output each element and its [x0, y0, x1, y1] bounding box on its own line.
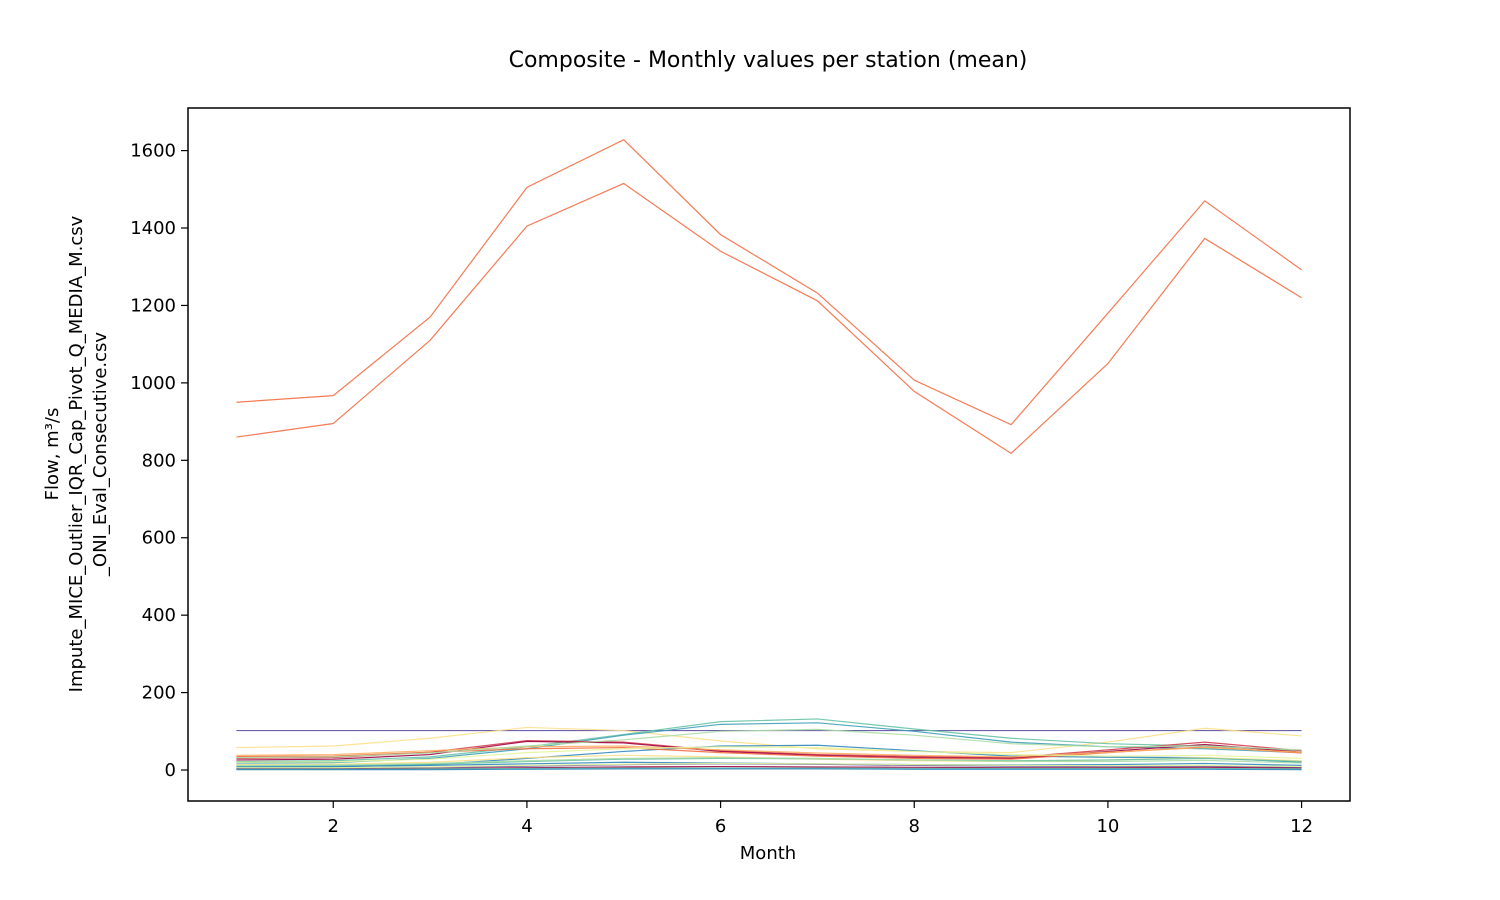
y-axis-ticks: 0 200 400 600 800 1000 1200 1400 1600 — [130, 141, 188, 781]
y-tick-label: 200 — [142, 683, 176, 704]
y-tick-label: 1600 — [130, 141, 176, 162]
series-line-13 — [236, 746, 1302, 763]
series-line-12 — [236, 728, 1302, 759]
y-axis-label: Flow, m³/s Impute_MICE_Outlier_IQR_Cap_P… — [42, 215, 111, 692]
series-line-2 — [236, 182, 1302, 455]
y-tick-label: 1400 — [130, 218, 176, 239]
chart-title: Composite - Monthly values per station (… — [509, 48, 1028, 73]
plot-lines — [236, 139, 1302, 771]
y-axis-label-line-2: Impute_MICE_Outlier_IQR_Cap_Pivot_Q_MEDI… — [66, 215, 87, 692]
series-line-20 — [236, 762, 1302, 769]
x-tick-label: 8 — [909, 816, 920, 837]
series-line-9 — [236, 740, 1302, 761]
series-line-6 — [236, 718, 1302, 763]
series-line-21 — [236, 767, 1302, 770]
x-tick-label: 4 — [521, 816, 532, 837]
y-tick-label: 600 — [142, 528, 176, 549]
x-tick-label: 2 — [328, 816, 339, 837]
y-tick-label: 0 — [165, 760, 176, 781]
series-line-19 — [236, 757, 1302, 766]
series-line-4 — [236, 726, 1302, 754]
series-line-1 — [236, 139, 1302, 426]
y-tick-label: 800 — [142, 450, 176, 471]
x-axis-ticks: 2 4 6 8 10 12 — [328, 801, 1313, 837]
y-axis-label-line-3: _ONI_Eval_Consecutive.csv — [90, 332, 111, 578]
y-tick-label: 1000 — [130, 373, 176, 394]
x-axis-label: Month — [740, 843, 796, 864]
x-tick-label: 12 — [1290, 816, 1313, 837]
plot-frame — [187, 107, 1351, 802]
y-tick-label: 1200 — [130, 295, 176, 316]
y-tick-label: 400 — [142, 605, 176, 626]
series-line-22 — [236, 768, 1302, 771]
series-line-11 — [236, 745, 1302, 758]
y-axis-label-line-1: Flow, m³/s — [42, 408, 63, 501]
x-tick-label: 10 — [1096, 816, 1119, 837]
x-tick-label: 6 — [715, 816, 726, 837]
